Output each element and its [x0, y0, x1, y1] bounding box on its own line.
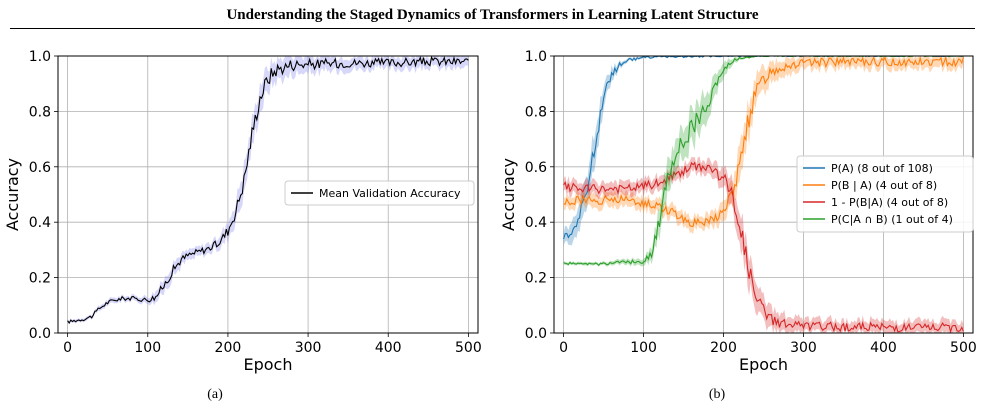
x-tick-label: 300 — [790, 340, 817, 356]
header-rule — [10, 28, 975, 29]
page-header: Understanding the Staged Dynamics of Tra… — [0, 0, 985, 40]
series-line — [563, 55, 964, 227]
x-tick-label: 0 — [559, 340, 568, 356]
chart-a: 0 100 200 300 400 500 0.0 0.2 0.4 0.6 0.8 1.0 Epoch A… — [3, 49, 482, 374]
y-tick-label: 0.2 — [29, 271, 51, 287]
legend: P(A) (8 out of 108) P(B | A) (4 out of 8)… — [796, 155, 974, 233]
x-tick-label: 500 — [950, 340, 977, 356]
legend-entry: Mean Validation Accuracy — [319, 187, 461, 200]
paper-running-title: Understanding the Staged Dynamics of Tra… — [226, 7, 759, 23]
legend-entry: P(C|A ∩ B) (1 out of 4) — [831, 213, 953, 226]
y-tick-label: 0.4 — [525, 215, 547, 231]
legend: Mean Validation Accuracy — [284, 180, 475, 206]
caption-b: (b) — [708, 387, 726, 402]
y-tick-label: 0.8 — [29, 104, 51, 120]
x-tick-label: 0 — [63, 340, 72, 356]
legend-frame — [284, 180, 475, 206]
x-axis-label: Epoch — [244, 355, 293, 374]
x-tick-label: 500 — [455, 340, 482, 356]
legend-entry: P(A) (8 out of 108) — [831, 162, 933, 175]
y-tick-label: 1.0 — [29, 49, 51, 65]
series-line — [67, 55, 469, 325]
y-tick-label: 1.0 — [525, 49, 547, 65]
y-tick-label: 0.6 — [29, 160, 51, 176]
x-tick-label: 400 — [870, 340, 897, 356]
legend-entry: P(B | A) (4 out of 8) — [831, 179, 937, 192]
y-axis-label: Accuracy — [499, 158, 518, 231]
caption-a: (a) — [207, 387, 223, 402]
x-tick-label: 100 — [134, 340, 161, 356]
y-tick-label: 0.2 — [525, 271, 547, 287]
series-line — [563, 161, 964, 334]
y-tick-label: 0.0 — [29, 326, 51, 342]
series-band — [563, 156, 964, 333]
plot-frame — [57, 55, 479, 334]
x-tick-label: 300 — [295, 340, 322, 356]
legend-entry: 1 - P(B|A) (4 out of 8) — [831, 196, 948, 209]
y-tick-label: 0.8 — [525, 104, 547, 120]
x-tick-label: 400 — [375, 340, 402, 356]
chart-b: 0 100 200 300 400 500 0.0 0.2 0.4 0.6 0.8 1.0 Epoch A… — [499, 49, 977, 374]
y-tick-label: 0.0 — [525, 326, 547, 342]
y-tick-label: 0.4 — [29, 215, 51, 231]
y-axis-label: Accuracy — [3, 158, 22, 231]
legend-frame — [796, 155, 974, 233]
y-tick-label: 0.6 — [525, 160, 547, 176]
x-axis-label: Epoch — [739, 355, 788, 374]
x-tick-label: 100 — [630, 340, 657, 356]
x-tick-label: 200 — [710, 340, 737, 356]
x-tick-label: 200 — [215, 340, 242, 356]
